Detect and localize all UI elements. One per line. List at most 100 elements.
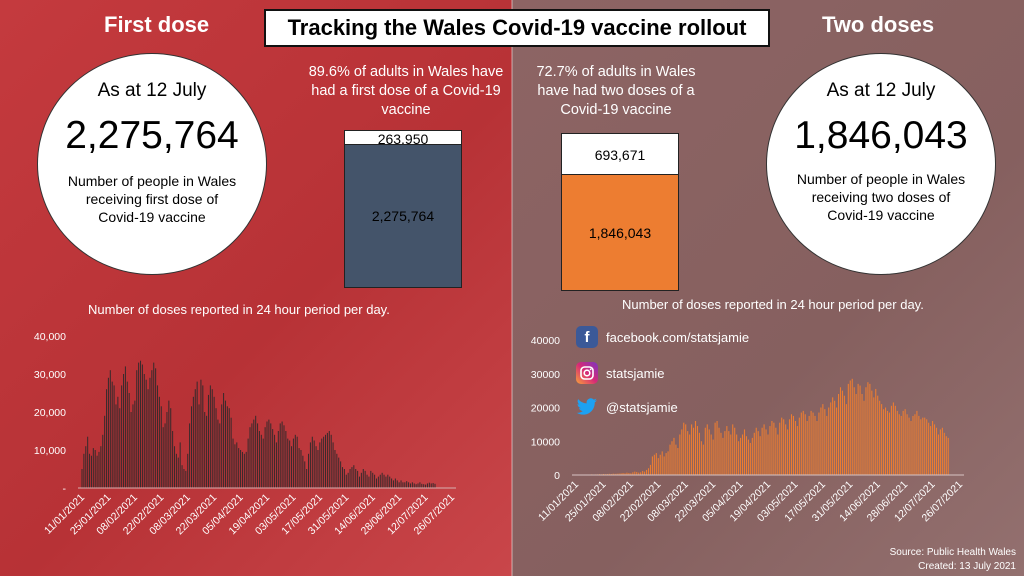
daily-dose-bar xyxy=(413,483,415,488)
daily-dose-bar xyxy=(783,419,785,475)
daily-dose-bar xyxy=(153,362,155,488)
first-dose-daily-chart: -10,00020,00030,00040,00011/01/202125/01… xyxy=(34,331,457,537)
daily-dose-bar xyxy=(900,415,902,475)
daily-dose-bar xyxy=(408,482,410,488)
daily-dose-bar xyxy=(785,424,787,475)
daily-dose-bar xyxy=(873,397,875,475)
daily-dose-bar xyxy=(904,409,906,475)
daily-dose-bar xyxy=(679,434,681,475)
daily-dose-bar xyxy=(315,446,317,488)
daily-dose-bar xyxy=(155,368,157,488)
daily-dose-bar xyxy=(194,389,196,488)
daily-dose-bar xyxy=(826,415,828,475)
daily-dose-bar xyxy=(200,379,202,488)
daily-dose-bar xyxy=(728,431,730,475)
daily-dose-bar xyxy=(385,476,387,488)
first-dose-description: Number of people in Wales receiving firs… xyxy=(67,173,237,225)
daily-dose-bar xyxy=(847,383,849,475)
daily-dose-bar xyxy=(274,434,276,488)
daily-dose-bar xyxy=(777,434,779,475)
daily-dose-bar xyxy=(741,434,744,475)
daily-dose-bar xyxy=(614,473,616,475)
daily-dose-bar xyxy=(722,437,724,475)
daily-dose-bar xyxy=(673,437,675,475)
y-tick-label: - xyxy=(63,483,67,495)
created-note: Created: 13 July 2021 xyxy=(918,561,1016,572)
daily-dose-bar xyxy=(219,423,221,488)
daily-dose-bar xyxy=(890,405,892,475)
daily-dose-bar xyxy=(151,370,153,488)
daily-dose-bar xyxy=(328,431,330,488)
daily-dose-bar xyxy=(702,444,704,475)
daily-dose-bar xyxy=(740,437,742,475)
daily-dose-bar xyxy=(89,453,91,488)
daily-dose-bar xyxy=(710,434,712,475)
daily-dose-bar xyxy=(779,422,781,475)
daily-dose-bar xyxy=(409,483,411,488)
daily-dose-bar xyxy=(747,439,749,475)
daily-dose-bar xyxy=(606,473,608,475)
daily-dose-bar xyxy=(402,482,404,488)
instagram-handle: statsjamie xyxy=(606,365,665,381)
daily-dose-bar xyxy=(808,415,810,475)
daily-dose-bar xyxy=(221,404,223,488)
daily-dose-bar xyxy=(391,478,393,488)
daily-dose-bar xyxy=(689,434,691,475)
daily-dose-bar xyxy=(671,441,673,475)
daily-dose-bar xyxy=(253,419,255,488)
daily-dose-bar xyxy=(336,453,338,488)
daily-dose-bar xyxy=(396,480,398,488)
daily-dose-bar xyxy=(357,470,359,488)
daily-dose-bar xyxy=(428,482,430,488)
daily-dose-bar xyxy=(321,438,323,488)
daily-dose-bar xyxy=(839,387,842,475)
daily-dose-bar xyxy=(912,415,914,475)
daily-dose-bar xyxy=(773,422,775,475)
daily-dose-bar xyxy=(781,417,783,475)
daily-dose-bar xyxy=(338,457,340,488)
daily-dose-bar xyxy=(810,410,812,475)
daily-dose-bar xyxy=(898,414,900,475)
daily-dose-bar xyxy=(800,412,802,475)
daily-dose-bar xyxy=(311,436,313,488)
daily-dose-bar xyxy=(374,474,376,488)
daily-dose-bar xyxy=(841,390,843,475)
daily-dose-bar xyxy=(168,400,170,488)
daily-dose-bar xyxy=(98,451,100,488)
daily-dose-bar xyxy=(691,424,693,475)
twitter-link[interactable]: @statsjamie xyxy=(576,396,678,418)
daily-dose-bar xyxy=(181,465,183,488)
daily-dose-bar xyxy=(190,406,193,488)
daily-dose-bar xyxy=(814,415,816,475)
daily-dose-bar xyxy=(618,473,620,475)
instagram-link[interactable]: statsjamie xyxy=(576,362,665,384)
two-doses-chart-title: Number of doses reported in 24 hour peri… xyxy=(622,297,924,312)
facebook-link[interactable]: f facebook.com/statsjamie xyxy=(576,326,749,348)
daily-dose-bar xyxy=(836,407,838,475)
daily-dose-bar xyxy=(698,432,700,475)
daily-dose-bar xyxy=(323,436,325,488)
daily-dose-bar xyxy=(275,442,277,488)
daily-dose-bar xyxy=(771,421,773,475)
daily-dose-bar xyxy=(115,404,117,488)
daily-dose-bar xyxy=(794,421,796,475)
daily-dose-bar xyxy=(640,472,642,475)
daily-dose-bar xyxy=(343,469,345,488)
daily-dose-bar xyxy=(863,400,865,475)
daily-dose-bar xyxy=(104,415,106,488)
daily-dose-bar xyxy=(400,480,402,488)
daily-dose-bar xyxy=(330,434,332,488)
daily-dose-bar xyxy=(415,484,417,488)
daily-dose-bar xyxy=(636,471,638,475)
daily-dose-bar xyxy=(198,404,200,488)
daily-dose-bar xyxy=(696,426,699,475)
facebook-handle: facebook.com/statsjamie xyxy=(606,329,750,345)
first-dose-progress-bar: 263,950 2,275,764 xyxy=(344,130,462,288)
daily-dose-bar xyxy=(156,385,159,488)
daily-dose-bar xyxy=(341,467,344,488)
daily-dose-bar xyxy=(124,366,126,488)
daily-dose-bar xyxy=(928,422,930,475)
daily-dose-bar xyxy=(879,400,881,475)
daily-dose-bar xyxy=(226,406,228,488)
daily-dose-bar xyxy=(87,436,89,488)
